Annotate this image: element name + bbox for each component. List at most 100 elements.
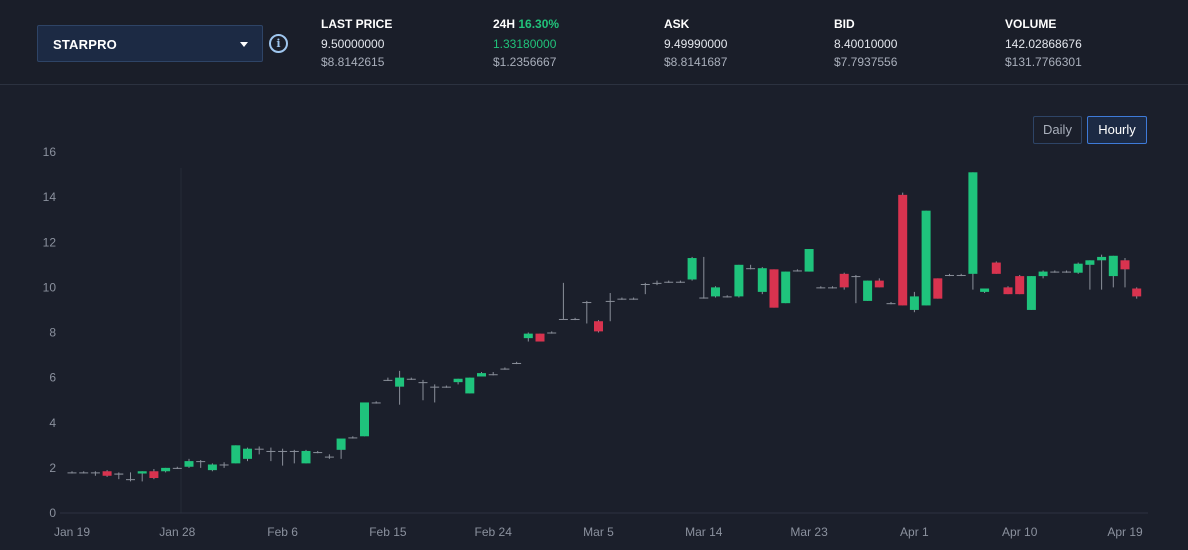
candle[interactable] <box>711 286 720 298</box>
candle[interactable] <box>675 280 685 283</box>
market-selector[interactable]: STARPRO <box>37 25 263 62</box>
candle[interactable] <box>231 445 241 464</box>
candle[interactable] <box>816 286 826 289</box>
candle[interactable] <box>687 256 697 281</box>
candle[interactable] <box>1026 276 1036 310</box>
candle[interactable] <box>243 447 252 462</box>
candle[interactable] <box>991 261 1001 274</box>
candle[interactable] <box>722 295 732 298</box>
candle[interactable] <box>769 269 779 308</box>
candle[interactable] <box>968 172 978 290</box>
candle[interactable] <box>582 300 592 324</box>
candle[interactable] <box>828 286 837 289</box>
candle[interactable] <box>945 273 954 277</box>
candle[interactable] <box>137 471 147 482</box>
candle[interactable] <box>898 192 908 306</box>
candle[interactable] <box>149 469 159 480</box>
candle[interactable] <box>1015 274 1025 295</box>
candle[interactable] <box>863 280 873 301</box>
candle[interactable] <box>126 472 135 482</box>
candle[interactable] <box>535 333 545 342</box>
candle[interactable] <box>921 210 931 306</box>
candle[interactable] <box>477 371 486 377</box>
candle[interactable] <box>79 471 89 474</box>
candle[interactable] <box>465 377 475 394</box>
candle[interactable] <box>617 297 627 300</box>
candle[interactable] <box>1108 255 1118 288</box>
candle[interactable] <box>395 370 405 405</box>
candle[interactable] <box>1132 287 1142 299</box>
candle[interactable] <box>161 467 171 473</box>
candle[interactable] <box>1073 262 1083 274</box>
candle[interactable] <box>652 280 662 286</box>
candle[interactable] <box>453 378 463 385</box>
candle[interactable] <box>933 278 943 299</box>
candle[interactable] <box>488 371 498 376</box>
candle[interactable] <box>851 274 861 304</box>
candle[interactable] <box>734 264 744 298</box>
candle[interactable] <box>792 269 802 272</box>
candle[interactable] <box>1003 286 1013 295</box>
candle[interactable] <box>512 361 522 365</box>
candle[interactable] <box>699 256 709 299</box>
candle[interactable] <box>629 297 639 300</box>
candle[interactable] <box>430 384 440 403</box>
candle[interactable] <box>781 271 791 304</box>
candle[interactable] <box>956 273 966 277</box>
candle[interactable] <box>664 280 674 283</box>
candle[interactable] <box>371 401 381 404</box>
candle[interactable] <box>804 249 814 272</box>
candle[interactable] <box>746 264 756 270</box>
candle[interactable] <box>196 459 206 468</box>
candle[interactable] <box>90 471 100 476</box>
candle[interactable] <box>289 449 299 464</box>
candle[interactable] <box>278 448 288 466</box>
candle-body <box>243 448 252 459</box>
candle[interactable] <box>594 320 603 333</box>
candle[interactable] <box>219 462 229 468</box>
candle[interactable] <box>980 288 990 294</box>
candle[interactable] <box>886 302 896 305</box>
candle[interactable] <box>1062 270 1071 273</box>
candle[interactable] <box>1038 270 1048 279</box>
candle[interactable] <box>441 385 451 388</box>
candle[interactable] <box>874 278 884 288</box>
candle[interactable] <box>336 438 346 459</box>
candle[interactable] <box>324 454 334 459</box>
candle[interactable] <box>1050 270 1060 273</box>
y-tick-label: 6 <box>49 371 56 385</box>
candle[interactable] <box>360 402 369 437</box>
candle[interactable] <box>418 379 428 401</box>
hourly-interval-button[interactable]: Hourly <box>1087 116 1147 144</box>
info-icon[interactable]: i <box>269 34 288 53</box>
candle[interactable] <box>67 471 77 474</box>
candle[interactable] <box>558 282 568 320</box>
candle[interactable] <box>172 466 182 470</box>
candle[interactable] <box>640 282 650 295</box>
candle[interactable] <box>266 447 276 462</box>
candle[interactable] <box>383 377 393 382</box>
stat-label-text: 24H <box>493 17 516 31</box>
candle[interactable] <box>102 470 112 477</box>
candle[interactable] <box>301 449 311 464</box>
candle[interactable] <box>909 291 919 313</box>
candle[interactable] <box>207 463 217 472</box>
candle[interactable] <box>605 293 615 322</box>
candle[interactable] <box>547 331 557 334</box>
candle[interactable] <box>523 332 533 342</box>
candle[interactable] <box>313 450 323 454</box>
candle[interactable] <box>757 267 767 295</box>
candle[interactable] <box>1097 254 1107 290</box>
candle[interactable] <box>1085 260 1095 290</box>
candle[interactable] <box>839 272 849 290</box>
daily-interval-button[interactable]: Daily <box>1033 116 1082 144</box>
candle[interactable] <box>254 446 264 455</box>
candle[interactable] <box>184 458 194 468</box>
candle[interactable] <box>1120 258 1130 288</box>
candle[interactable] <box>500 367 510 370</box>
candle[interactable] <box>114 472 124 480</box>
candle[interactable] <box>348 436 358 439</box>
candle[interactable] <box>570 317 580 321</box>
candle[interactable] <box>406 377 416 380</box>
